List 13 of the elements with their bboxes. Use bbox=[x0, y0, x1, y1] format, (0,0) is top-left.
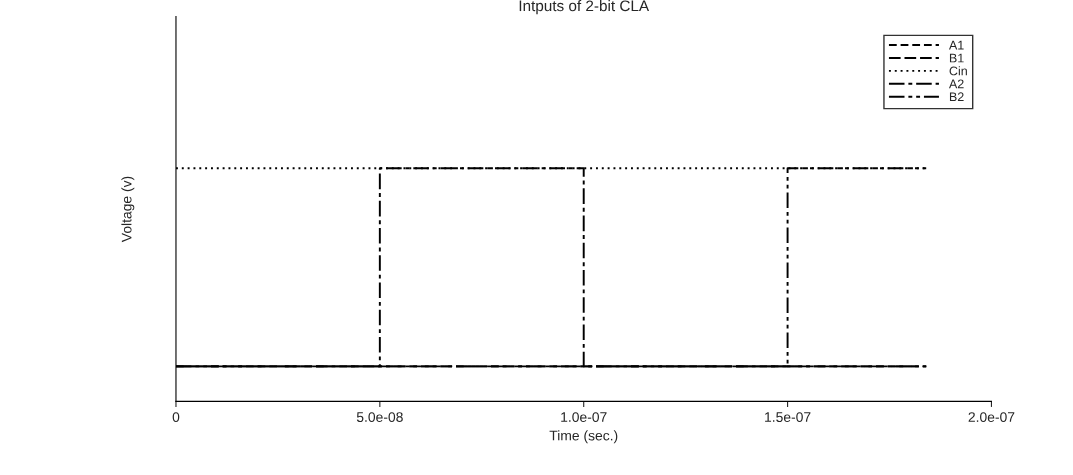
legend-label: B2 bbox=[949, 92, 964, 102]
x-tick-label: 5.0e-08 bbox=[356, 412, 403, 422]
x-tick-label: 1.5e-07 bbox=[765, 412, 811, 422]
chart-title: Intputs of 2-bit CLA bbox=[519, 0, 650, 15]
legend-label: A2 bbox=[948, 79, 964, 89]
x-tick-label: 2.0e-07 bbox=[968, 412, 1015, 422]
legend-label: A1 bbox=[948, 40, 964, 50]
y-axis-title: Voltage (v) bbox=[121, 176, 135, 243]
legend-label: Cin bbox=[949, 66, 967, 76]
x-tick-label: 0 bbox=[172, 412, 180, 422]
x-axis-title: Time (sec.) bbox=[549, 430, 618, 444]
legend-label: B1 bbox=[949, 53, 964, 63]
x-tick-label: 1.0e-07 bbox=[561, 412, 607, 422]
